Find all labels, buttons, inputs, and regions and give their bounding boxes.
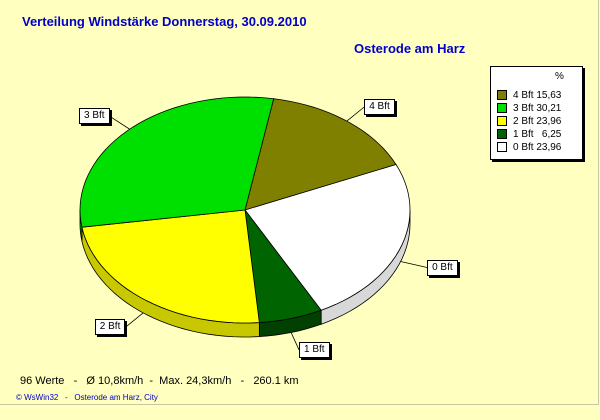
pie-slice-4-bft: [244, 98, 397, 211]
legend-swatch: [497, 142, 507, 152]
legend: % 4 Bft 15,63 3 Bft 30,21 2 Bft 23,96 1 Bft…: [490, 66, 583, 160]
pie-slice-3-bft: [79, 96, 275, 228]
leader-line: [400, 261, 428, 268]
slice-label-4-bft: 4 Bft: [364, 99, 395, 115]
legend-swatch: [497, 116, 507, 126]
leader-line: [346, 106, 365, 122]
stats-line: 96 Werte - Ø 10,8km/h - Max. 24,3km/h - …: [20, 375, 299, 387]
legend-item-1-bft: 1 Bft 6,25: [497, 128, 561, 140]
legend-swatch: [497, 90, 507, 100]
chart-title: Verteilung Windstärke Donnerstag, 30.09.…: [22, 14, 307, 29]
pie-slice-1-bft: [244, 208, 322, 323]
location-label: Osterode am Harz: [354, 41, 466, 56]
legend-header: %: [555, 71, 564, 82]
slice-label-1-bft: 1 Bft: [299, 341, 330, 358]
slice-label-3-bft: 3 Bft: [79, 108, 110, 125]
legend-item-4-bft: 4 Bft 15,63: [497, 89, 561, 101]
legend-swatch: [497, 103, 507, 113]
pie-slice-0-bft: [244, 164, 411, 311]
legend-label: 0 Bft 23,96: [513, 141, 562, 153]
legend-label: 4 Bft 15,63: [513, 89, 562, 101]
leader-line: [109, 116, 130, 130]
legend-label: 3 Bft 30,21: [513, 102, 562, 114]
legend-label: 2 Bft 23,96: [513, 115, 562, 127]
leader-line: [125, 312, 144, 328]
legend-item-2-bft: 2 Bft 23,96: [497, 115, 561, 127]
chart-frame: [0, 0, 599, 405]
legend-item-3-bft: 3 Bft 30,21: [497, 102, 561, 114]
leader-line: [290, 332, 300, 350]
legend-item-0-bft: 0 Bft 23,96: [497, 141, 561, 153]
legend-swatch: [497, 129, 507, 139]
pie-slice-2-bft: [81, 209, 260, 324]
footer-credit: © WsWin32 - Osterode am Harz, City: [16, 393, 158, 402]
legend-label: 1 Bft 6,25: [513, 128, 562, 140]
slice-label-0-bft: 0 Bft: [427, 259, 458, 276]
slice-label-2-bft: 2 Bft: [94, 319, 126, 335]
